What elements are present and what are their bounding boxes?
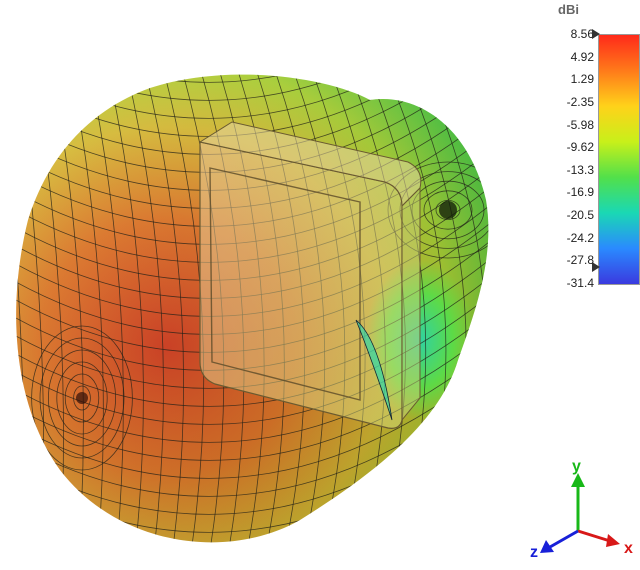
colorbar-max-marker-icon[interactable] <box>592 29 600 39</box>
colorbar-gradient <box>598 34 640 285</box>
colorbar-tick-label: 8.56 <box>570 27 594 41</box>
y-axis-arrow-icon <box>571 473 585 531</box>
colorbar-tick-label: -16.9 <box>566 185 594 200</box>
colorbar-tick-label: -2.35 <box>566 94 594 109</box>
z-axis-arrow-icon <box>540 529 579 553</box>
radiation-pattern-3d <box>16 74 489 543</box>
z-axis-label: z <box>530 544 538 561</box>
colorbar-min-marker-icon[interactable] <box>592 262 600 272</box>
colorbar-tick-label: 1.29 <box>570 72 594 87</box>
orientation-axes-triad: y x z <box>528 455 640 565</box>
null-point-right <box>439 201 457 219</box>
y-axis-label: y <box>572 458 581 475</box>
colorbar-tick-label: -24.2 <box>566 230 594 245</box>
colorbar-tick-label: -27.8 <box>566 253 594 268</box>
x-axis-label: x <box>624 540 633 557</box>
null-point-left <box>76 392 88 404</box>
colorbar-tick-label: -9.62 <box>566 140 594 155</box>
colorbar-unit-label: dBi <box>558 2 579 17</box>
device-box <box>198 121 422 429</box>
axes-triad-svg: y x z <box>530 458 633 561</box>
colorbar-legend: dBi 8.56 4.92 1.29 -2.35 -5.98 -9.62 -13.3 -16.… <box>552 0 640 295</box>
colorbar-tick-label: -20.5 <box>566 208 594 223</box>
colorbar-tick-label: -31.4 <box>566 276 594 290</box>
colorbar-tick-label: -5.98 <box>566 117 594 132</box>
colorbar-tick-label: -13.3 <box>566 162 594 177</box>
colorbar-tick-label: 4.92 <box>570 49 594 64</box>
x-axis-arrow-icon <box>577 529 620 547</box>
